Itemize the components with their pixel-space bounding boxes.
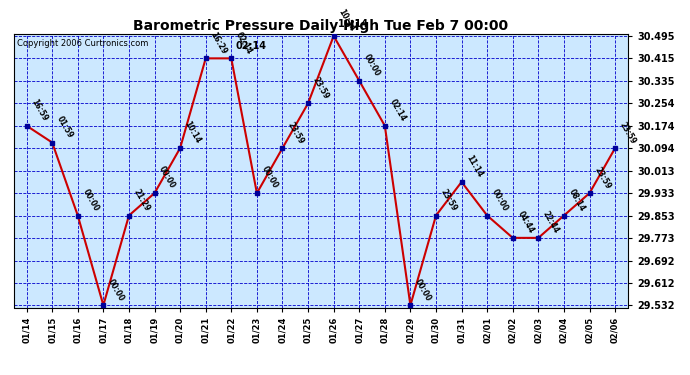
Text: 23:59: 23:59 [439,188,459,213]
Text: 10:14: 10:14 [338,19,369,29]
Text: 10:14: 10:14 [337,8,356,33]
Text: 01:59: 01:59 [55,114,75,140]
Text: 00:00: 00:00 [106,277,126,303]
Text: 00:00: 00:00 [413,277,433,303]
Title: Barometric Pressure Daily High Tue Feb 7 00:00: Barometric Pressure Daily High Tue Feb 7… [133,19,509,33]
Text: 23:59: 23:59 [618,120,638,146]
Text: 00:00: 00:00 [490,188,510,213]
Text: 00:00: 00:00 [81,188,101,213]
Text: 00:00: 00:00 [259,165,279,190]
Text: 16:29: 16:29 [208,30,228,56]
Text: 02:14: 02:14 [388,98,408,123]
Text: 08:14: 08:14 [566,187,586,213]
Text: Copyright 2006 Curtronics.com: Copyright 2006 Curtronics.com [17,39,148,48]
Text: 23:59: 23:59 [285,120,305,146]
Text: 02:14: 02:14 [235,41,266,51]
Text: 21:29: 21:29 [132,188,152,213]
Text: 23:59: 23:59 [310,75,331,100]
Text: 02:14: 02:14 [234,30,254,56]
Text: 00:00: 00:00 [157,165,177,190]
Text: 11:14: 11:14 [464,154,484,179]
Text: 23:59: 23:59 [592,165,612,190]
Text: 04:44: 04:44 [515,210,535,235]
Text: 22:44: 22:44 [541,210,561,235]
Text: 10:14: 10:14 [183,120,203,146]
Text: 16:59: 16:59 [30,98,49,123]
Text: 00:00: 00:00 [362,53,382,78]
